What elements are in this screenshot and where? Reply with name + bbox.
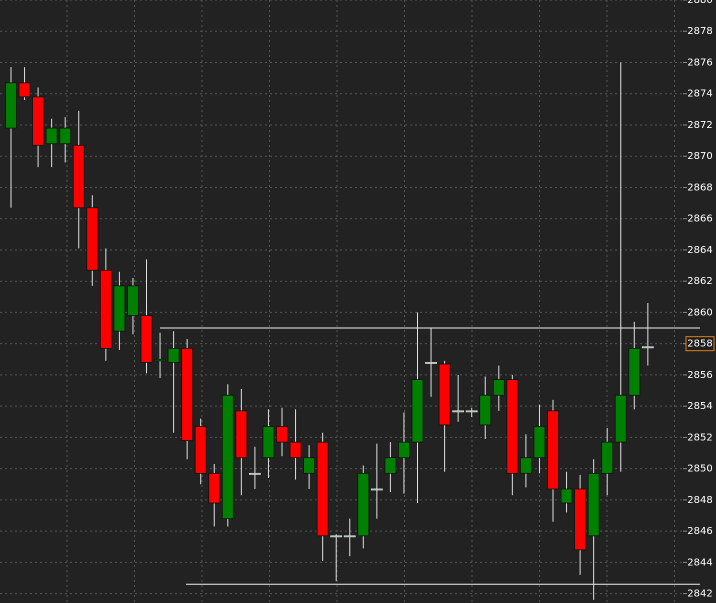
candle-body	[560, 488, 573, 504]
candle-body	[641, 346, 654, 349]
candle-body	[316, 441, 329, 537]
candle-body	[330, 535, 343, 538]
candle-body	[452, 410, 465, 413]
y-tick-label: 2862	[687, 276, 712, 287]
candle-body	[127, 285, 139, 316]
candle-body	[587, 472, 600, 537]
candle-body	[99, 269, 112, 349]
candle-body	[140, 315, 153, 363]
y-tick-label: 2852	[687, 432, 712, 443]
y-tick-label: 2860	[687, 307, 712, 318]
y-tick-label: 2850	[687, 464, 712, 475]
candle-body	[303, 457, 316, 474]
candle-body	[492, 379, 505, 396]
y-tick-label: 2844	[687, 557, 712, 568]
y-tick-label: 2856	[687, 370, 712, 381]
y-tick-label: 2880	[687, 0, 712, 6]
candle-body	[438, 363, 451, 426]
candle-body	[398, 441, 410, 459]
candle-body	[465, 410, 478, 413]
candle-body	[547, 410, 559, 490]
candle-body	[520, 457, 532, 474]
candle-body	[601, 441, 614, 474]
y-tick-label: 2872	[687, 120, 712, 131]
candle-body	[628, 347, 641, 396]
candle-body	[32, 96, 44, 146]
candle-body	[59, 127, 72, 145]
candle-body	[154, 358, 166, 362]
candle-body	[411, 379, 424, 443]
y-tick-label: 2864	[687, 245, 712, 256]
candle-body	[18, 82, 31, 98]
y-tick-label: 2842	[687, 589, 712, 600]
y-tick-label: 2848	[687, 495, 712, 506]
price-box	[685, 336, 715, 352]
y-tick-label: 2854	[687, 401, 712, 412]
candle-body	[5, 82, 17, 129]
candle-body	[248, 472, 261, 475]
candle-body	[262, 426, 275, 459]
y-tick-label: 2866	[687, 214, 712, 225]
y-tick-label: 2876	[687, 57, 712, 68]
candle-body	[357, 472, 370, 537]
y-tick-label: 2868	[687, 182, 712, 193]
candle-body	[343, 535, 356, 538]
y-tick-label: 2870	[687, 151, 712, 162]
candle-body	[113, 285, 126, 332]
candle-body	[289, 441, 302, 459]
candle-body	[384, 457, 397, 474]
candle-body	[276, 426, 288, 443]
y-tick-label: 2846	[687, 526, 712, 537]
current-price-label: 2858	[687, 339, 712, 350]
y-tick-label: 2878	[687, 26, 712, 37]
candle-body	[45, 127, 58, 145]
candle-body	[574, 488, 586, 551]
candle-body	[370, 488, 383, 491]
y-tick-label: 2874	[687, 89, 712, 100]
candle-body	[86, 207, 99, 271]
candle-body	[506, 379, 519, 474]
candle-body	[181, 347, 194, 441]
candle-body	[167, 347, 180, 363]
candle-body	[194, 426, 207, 474]
candle-body	[235, 410, 248, 459]
candle-body	[72, 144, 85, 209]
candle-body	[614, 394, 627, 443]
candle-body	[425, 362, 437, 364]
candle-body	[208, 472, 221, 504]
candle-body	[533, 426, 546, 459]
candle-body	[221, 394, 234, 520]
candle-body	[479, 394, 492, 426]
